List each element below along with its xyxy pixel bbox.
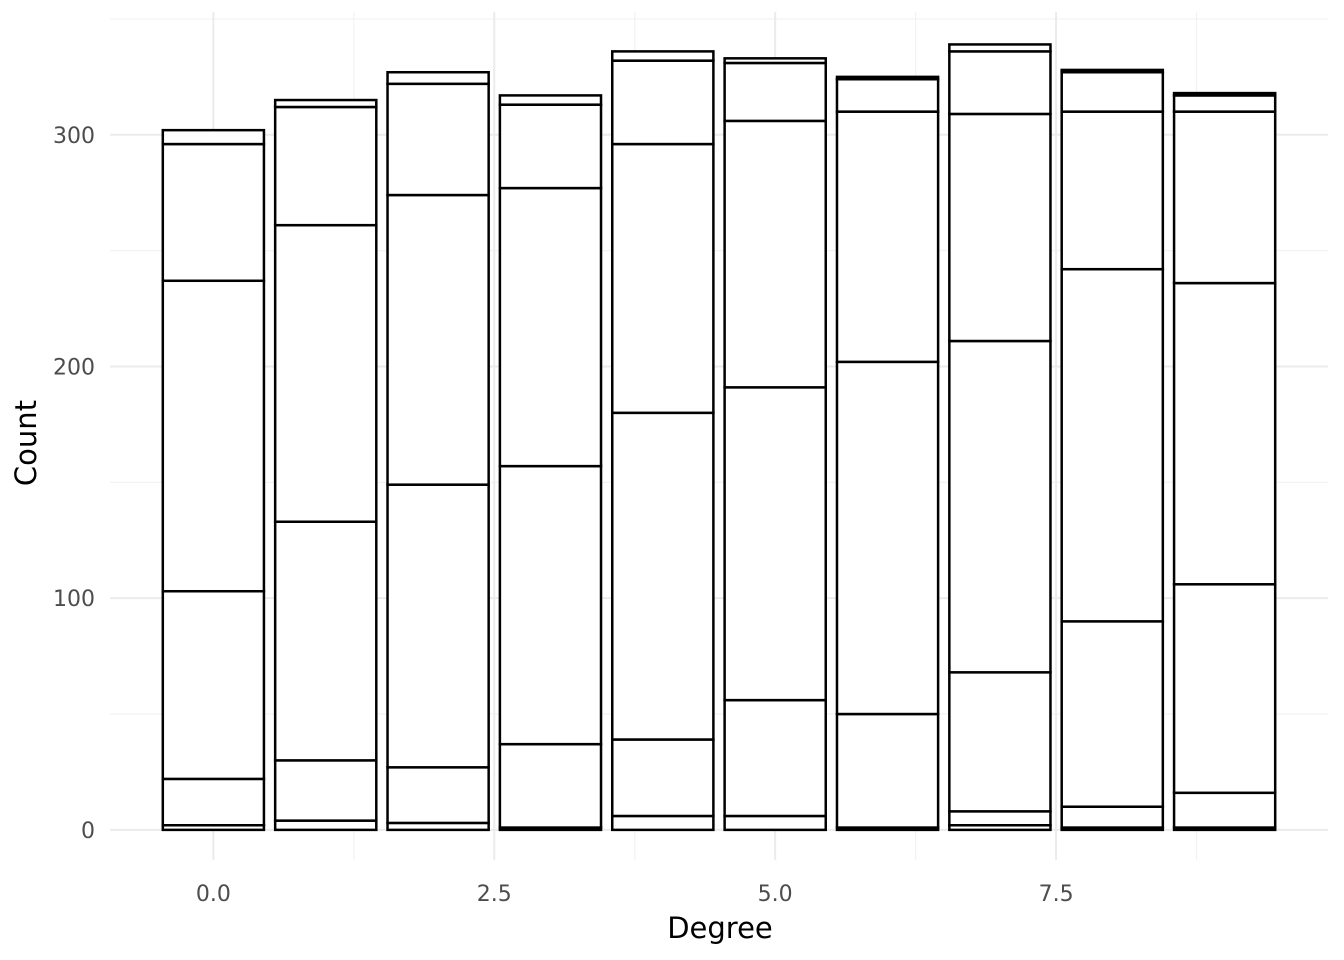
y-tick-label: 200 xyxy=(53,355,95,380)
bar-segment xyxy=(948,810,1052,827)
y-tick-label: 0 xyxy=(81,819,95,844)
bar-segment xyxy=(611,142,715,415)
bar-segment xyxy=(723,386,827,702)
bar-segment xyxy=(948,43,1052,53)
bar-stack xyxy=(723,57,827,832)
bar-segment xyxy=(723,698,827,818)
bar-segment xyxy=(273,98,378,109)
bar-segment xyxy=(723,57,827,65)
bar-stack xyxy=(386,70,490,832)
bar-segment xyxy=(498,94,603,106)
bar-segment xyxy=(1172,94,1277,113)
bars xyxy=(161,43,1277,832)
bar-segment xyxy=(948,671,1052,813)
bar-segment xyxy=(948,112,1052,343)
bar-segment xyxy=(1172,110,1277,285)
bar-segment xyxy=(611,738,715,818)
bar-segment xyxy=(498,742,603,829)
bar-segment xyxy=(386,193,490,486)
bar-segment xyxy=(611,50,715,62)
bar-segment xyxy=(273,105,378,227)
bar-segment xyxy=(835,712,940,829)
x-axis-ticks: 0.0 2.5 5.0 7.5 xyxy=(196,882,1074,907)
x-tick-label: 2.5 xyxy=(477,882,512,907)
bar-segment xyxy=(161,589,266,781)
bar-segment xyxy=(948,339,1052,674)
x-tick-label: 0.0 xyxy=(196,882,231,907)
bar-stack xyxy=(1060,68,1165,832)
bar-segment xyxy=(835,75,940,81)
bar-segment xyxy=(1060,267,1165,623)
bar-segment xyxy=(1060,70,1165,113)
bar-segment xyxy=(723,61,827,123)
bar-segment xyxy=(1060,68,1165,74)
bar-segment xyxy=(723,814,827,832)
x-tick-label: 5.0 xyxy=(758,882,793,907)
bar-segment xyxy=(498,464,603,746)
bar-stack xyxy=(161,128,266,832)
bar-stack xyxy=(273,98,378,832)
x-tick-label: 7.5 xyxy=(1039,882,1074,907)
bar-segment xyxy=(161,128,266,146)
bar-segment xyxy=(835,77,940,113)
bar-segment xyxy=(835,110,940,364)
bar-segment xyxy=(386,483,490,769)
bar-segment xyxy=(1060,620,1165,808)
y-tick-label: 100 xyxy=(53,587,95,612)
bar-segment xyxy=(611,814,715,832)
bar-segment xyxy=(161,279,266,593)
bar-stack xyxy=(948,43,1052,832)
bar-segment xyxy=(386,82,490,197)
bar-segment xyxy=(723,119,827,389)
bar-stack xyxy=(498,94,603,832)
bar-segment xyxy=(498,186,603,468)
bar-segment xyxy=(611,59,715,146)
y-axis-title: Count xyxy=(9,400,43,486)
bar-segment xyxy=(273,759,378,822)
bar-segment xyxy=(273,223,378,523)
bar-segment xyxy=(386,766,490,825)
bar-stack xyxy=(1172,91,1277,832)
bar-segment xyxy=(1172,91,1277,97)
bar-segment xyxy=(273,819,378,832)
bar-stack xyxy=(835,75,940,832)
bar-segment xyxy=(835,360,940,716)
y-axis-ticks: 0 100 200 300 xyxy=(53,124,95,844)
bar-segment xyxy=(948,50,1052,116)
bar-segment xyxy=(1172,583,1277,795)
y-tick-label: 300 xyxy=(53,124,95,149)
bar-segment xyxy=(611,411,715,741)
bar-segment xyxy=(1060,110,1165,271)
bar-segment xyxy=(1172,281,1277,586)
bar-segment xyxy=(1172,791,1277,829)
x-axis-title: Degree xyxy=(667,911,773,945)
bar-segment xyxy=(161,777,266,827)
bar-stack xyxy=(611,50,715,832)
bar-segment xyxy=(386,70,490,86)
bar-segment xyxy=(273,520,378,762)
bar-segment xyxy=(498,103,603,190)
bar-segment xyxy=(161,142,266,283)
bar-segment xyxy=(1060,805,1165,829)
